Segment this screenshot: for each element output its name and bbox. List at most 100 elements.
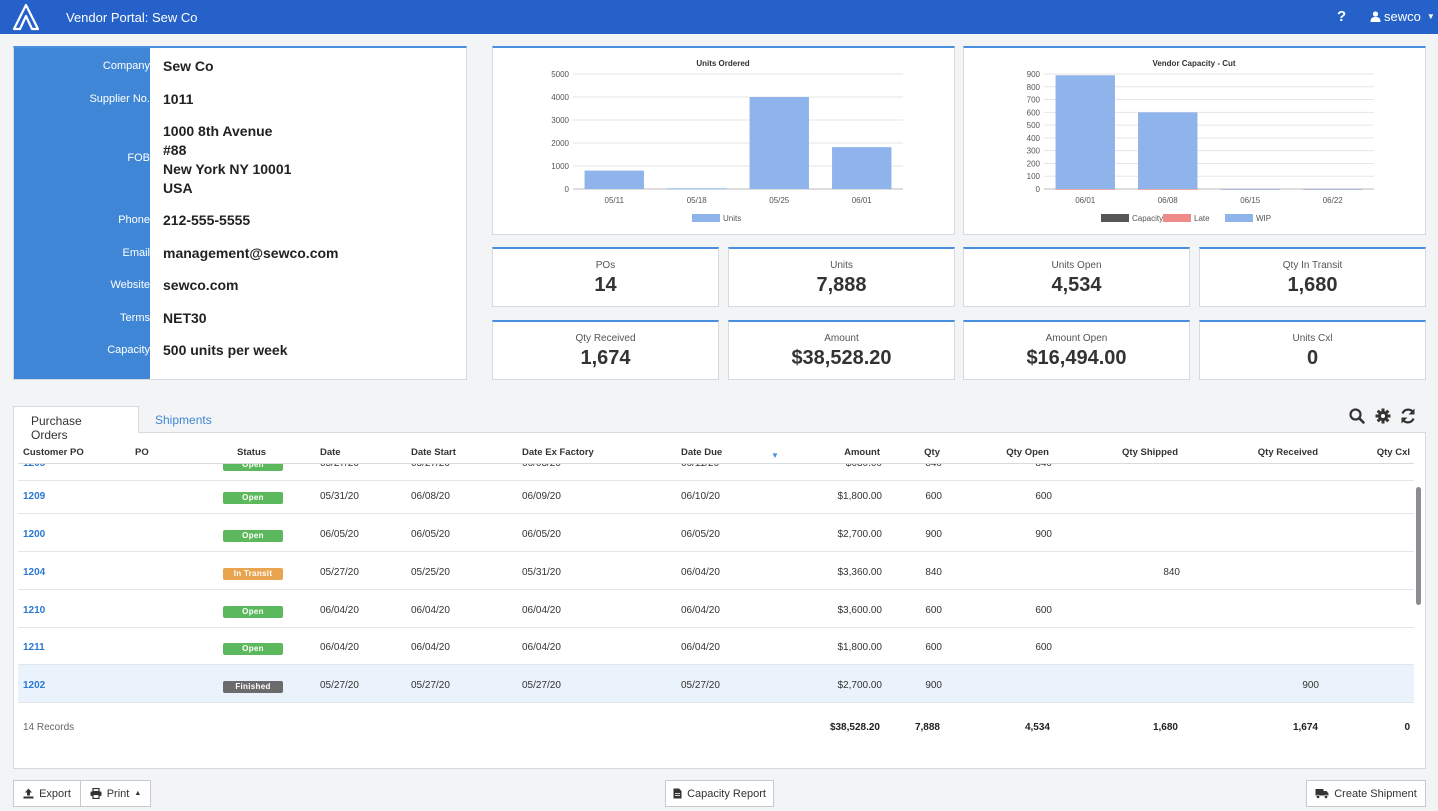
legend-label: WIP <box>1256 214 1271 223</box>
column-header-status[interactable]: Status <box>237 447 267 458</box>
y-tick-label: 5000 <box>551 70 569 79</box>
y-tick-label: 800 <box>1027 83 1041 92</box>
table-row[interactable]: 1210 Open 06/04/20 06/04/20 06/04/20 06/04/20… <box>18 590 1414 628</box>
bar[interactable] <box>749 97 809 189</box>
status-badge: Open <box>223 492 283 504</box>
tab-purchase-orders[interactable]: Purchase Orders <box>13 406 139 442</box>
fob-line: USA <box>163 180 193 196</box>
cell-date-start: 06/05/20 <box>411 529 450 540</box>
legend-label: Units <box>723 214 741 223</box>
vendor-value-website: sewco.com <box>163 277 239 293</box>
column-header-qty-received[interactable]: Qty Received <box>1257 447 1318 458</box>
fob-line: #88 <box>163 142 187 158</box>
stat-amount-open: Amount Open $16,494.00 <box>963 320 1190 380</box>
bar[interactable] <box>1303 189 1363 190</box>
capacity-report-button[interactable]: Capacity Report <box>665 780 774 807</box>
bar[interactable] <box>584 170 644 189</box>
vendor-label-fob: FOB <box>127 152 150 164</box>
stat-value: 1,680 <box>1287 274 1338 296</box>
customer-po-link[interactable]: 1211 <box>23 642 45 653</box>
print-button[interactable]: Print ▲ <box>80 780 151 807</box>
legend-swatch <box>1225 214 1253 222</box>
y-tick-label: 600 <box>1027 108 1041 117</box>
stat-value: 7,888 <box>816 274 867 296</box>
customer-po-link[interactable]: 1209 <box>23 491 46 502</box>
cell-date-due: 06/05/20 <box>681 529 720 540</box>
table-row[interactable]: 1204 In Transit 05/27/20 05/25/20 05/31/20 06… <box>18 552 1414 590</box>
stat-label: Units Cxl <box>1292 333 1333 344</box>
bar[interactable] <box>667 188 727 190</box>
customer-po-link[interactable]: 1200 <box>23 529 46 540</box>
column-header-qty-shipped[interactable]: Qty Shipped <box>1122 447 1178 458</box>
bar[interactable] <box>1220 189 1280 190</box>
column-header-qty-open[interactable]: Qty Open <box>1006 447 1049 458</box>
total-amount: $38,528.20 <box>829 722 880 733</box>
stat-amount: Amount $38,528.20 <box>728 320 955 380</box>
cell-date-ex-factory: 06/04/20 <box>522 642 561 653</box>
stat-value: 1,674 <box>580 347 631 369</box>
column-header-date[interactable]: Date <box>320 447 341 458</box>
cell-date-ex-factory: 05/31/20 <box>522 567 561 578</box>
sort-descending-icon[interactable]: ▼ <box>771 451 779 460</box>
column-header-qty-cxl[interactable]: Qty Cxl <box>1376 447 1410 458</box>
stat-value: 14 <box>594 274 617 296</box>
vendor-label-website: Website <box>110 279 150 291</box>
table-scrollbar[interactable] <box>1416 487 1421 605</box>
stat-pos: POs 14 <box>492 247 719 307</box>
user-icon <box>1370 11 1381 22</box>
column-header-date-ex-factory[interactable]: Date Ex Factory <box>522 447 594 458</box>
user-menu[interactable]: sewco ▼ <box>1370 9 1435 24</box>
total-qty-cxl: 0 <box>1404 722 1410 733</box>
help-icon[interactable]: ? <box>1337 8 1347 25</box>
cell-date-start: 05/27/20 <box>411 680 450 691</box>
gear-icon[interactable] <box>1374 407 1392 425</box>
table-row[interactable]: 1205 Open 05/27/20 05/27/20 06/03/20 06/11/20… <box>18 464 1414 481</box>
vendor-value-fob: 1000 8th Avenue #88 New York NY 10001 US… <box>163 122 291 198</box>
stat-label: Units <box>830 260 853 271</box>
column-header-date-due[interactable]: Date Due <box>681 447 723 458</box>
customer-po-link[interactable]: 1204 <box>23 567 46 578</box>
column-header-customer-po[interactable]: Customer PO <box>23 447 84 458</box>
purchase-orders-table: Customer PO PO Status Date Date Start Da… <box>13 432 1426 769</box>
bar[interactable] <box>1055 189 1115 190</box>
table-row[interactable]: 1211 Open 06/04/20 06/04/20 06/04/20 06/04/20… <box>18 627 1414 665</box>
cell-date-start: 05/25/20 <box>411 567 450 578</box>
status-badge: Open <box>223 643 283 655</box>
column-header-date-start[interactable]: Date Start <box>411 447 456 458</box>
stat-value: $38,528.20 <box>791 347 892 369</box>
cell-date-ex-factory: 06/03/20 <box>522 464 561 469</box>
x-tick-label: 06/15 <box>1240 196 1261 205</box>
cell-amount: $3,600.00 <box>837 605 883 616</box>
cell-qty-open: 600 <box>1035 605 1052 616</box>
column-header-po[interactable]: PO <box>135 447 149 458</box>
table-row[interactable]: 1200 Open 06/05/20 06/05/20 06/05/20 06/05/20… <box>18 514 1414 552</box>
bar[interactable] <box>1138 112 1198 189</box>
app-logo-icon[interactable] <box>12 3 40 31</box>
customer-po-link[interactable]: 1202 <box>23 680 46 691</box>
stat-label: POs <box>595 260 616 271</box>
column-header-qty[interactable]: Qty <box>924 447 940 458</box>
table-row[interactable]: 1202 Finished 05/27/20 05/27/20 05/27/20 05/2… <box>18 665 1414 703</box>
customer-po-link[interactable]: 1210 <box>23 605 46 616</box>
chart-title: Vendor Capacity - Cut <box>1152 59 1235 68</box>
status-badge: Open <box>223 606 283 618</box>
y-tick-label: 700 <box>1027 96 1041 105</box>
customer-po-link[interactable]: 1205 <box>23 464 45 469</box>
caret-up-icon: ▲ <box>134 790 142 797</box>
create-shipment-button[interactable]: Create Shipment <box>1306 780 1426 807</box>
vendor-value-email: management@sewco.com <box>163 245 339 261</box>
bar[interactable] <box>1138 189 1198 190</box>
legend-swatch <box>1101 214 1129 222</box>
cell-date-due: 06/10/20 <box>681 491 720 502</box>
cell-date-due: 05/27/20 <box>681 680 720 691</box>
vendor-value-capacity: 500 units per week <box>163 342 288 358</box>
bar[interactable] <box>832 147 892 189</box>
column-header-amount[interactable]: Amount <box>844 447 880 458</box>
status-badge: Open <box>223 530 283 542</box>
export-button[interactable]: Export <box>13 780 81 807</box>
search-icon[interactable] <box>1348 407 1366 425</box>
tab-shipments[interactable]: Shipments <box>155 413 212 427</box>
bar[interactable] <box>1055 75 1115 189</box>
refresh-icon[interactable] <box>1399 407 1417 425</box>
table-row[interactable]: 1209 Open 05/31/20 06/08/20 06/09/20 06/10/20… <box>18 476 1414 514</box>
